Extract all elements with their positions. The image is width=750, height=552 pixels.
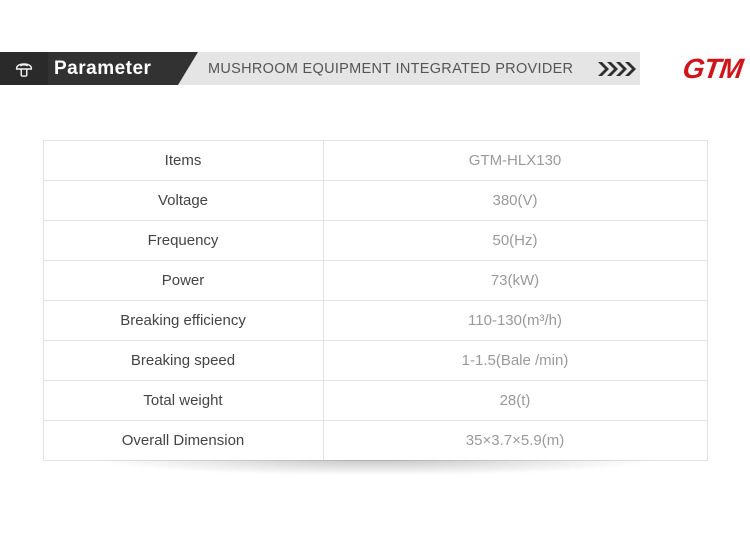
spec-value: 110-130(m³/h) [323,301,707,341]
brand-logo: GTM [680,50,744,87]
spec-table: Items GTM-HLX130 Voltage 380(V) Frequenc… [43,140,708,461]
spec-table-body: Items GTM-HLX130 Voltage 380(V) Frequenc… [43,141,707,461]
spec-value: 35×3.7×5.9(m) [323,421,707,461]
spec-label: Power [43,261,323,301]
spec-label: Breaking efficiency [43,301,323,341]
header-bar: Parameter MUSHROOM EQUIPMENT INTEGRATED … [0,52,750,85]
spec-value: 380(V) [323,181,707,221]
header-dark-block: Parameter [0,52,198,85]
spec-value: 73(kW) [323,261,707,301]
table-row: Items GTM-HLX130 [43,141,707,181]
spec-value: 28(t) [323,381,707,421]
header-tagline: MUSHROOM EQUIPMENT INTEGRATED PROVIDER [208,52,573,85]
chevrons-icon [598,52,658,85]
spec-label: Frequency [43,221,323,261]
spec-value: 50(Hz) [323,221,707,261]
mushroom-icon [0,52,48,85]
spec-label: Overall Dimension [43,421,323,461]
table-row: Voltage 380(V) [43,181,707,221]
spec-value: 1-1.5(Bale /min) [323,341,707,381]
table-row: Breaking speed 1-1.5(Bale /min) [43,341,707,381]
table-row: Power 73(kW) [43,261,707,301]
table-row: Breaking efficiency 110-130(m³/h) [43,301,707,341]
spec-table-wrap: Items GTM-HLX130 Voltage 380(V) Frequenc… [43,140,708,482]
spec-value: GTM-HLX130 [323,141,707,181]
table-shadow [43,460,708,482]
spec-label: Total weight [43,381,323,421]
table-row: Frequency 50(Hz) [43,221,707,261]
spec-label: Breaking speed [43,341,323,381]
section-label: Parameter [48,58,151,80]
table-row: Total weight 28(t) [43,381,707,421]
spec-label: Voltage [43,181,323,221]
spec-label: Items [43,141,323,181]
table-row: Overall Dimension 35×3.7×5.9(m) [43,421,707,461]
